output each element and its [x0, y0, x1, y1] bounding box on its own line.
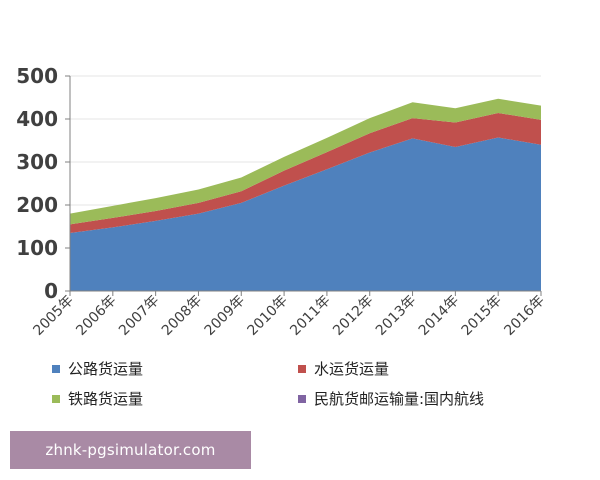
areas [70, 98, 541, 291]
area-series-0 [70, 137, 541, 291]
legend-swatch-2 [52, 395, 60, 403]
x-tick-label-7: 2012年 [330, 293, 376, 339]
area-series-1 [70, 112, 541, 233]
y-tick-label-1: 100 [16, 236, 58, 260]
legend-label-1: 水运货运量 [314, 360, 389, 378]
watermark-banner: zhnk-pgsimulator.com [10, 431, 251, 469]
x-tick-label-3: 2008年 [159, 293, 205, 339]
x-tick-label-6: 2011年 [287, 293, 333, 339]
x-tick-label-8: 2013年 [373, 293, 419, 339]
axes [65, 75, 542, 296]
y-tick-label-0: 0 [44, 279, 58, 303]
x-tick-label-11: 2016年 [501, 293, 547, 339]
x-tick-label-1: 2006年 [73, 293, 119, 339]
legend-swatch-3 [298, 395, 306, 403]
x-axis-ticks: 2005年2006年2007年2008年2009年2010年2011年2012年… [30, 293, 547, 339]
y-tick-label-5: 500 [16, 64, 58, 88]
x-tick-label-9: 2014年 [416, 293, 462, 339]
x-tick-label-4: 2009年 [202, 293, 248, 339]
area-series-2 [70, 98, 541, 225]
legend-swatch-0 [52, 365, 60, 373]
legend-label-0: 公路货运量 [68, 360, 143, 378]
y-tick-label-2: 200 [16, 193, 58, 217]
y-tick-label-3: 300 [16, 150, 58, 174]
legend-label-2: 铁路货运量 [68, 390, 143, 408]
x-tick-label-2: 2007年 [116, 293, 162, 339]
legend-swatch-1 [298, 365, 306, 373]
legend-label-3: 民航货邮运输量:国内航线 [314, 390, 484, 408]
x-tick-label-5: 2010年 [245, 293, 291, 339]
x-tick-label-10: 2015年 [459, 293, 505, 339]
y-axis-ticks: 0 100 200 300 400 500 [16, 64, 58, 303]
y-tick-label-4: 400 [16, 107, 58, 131]
